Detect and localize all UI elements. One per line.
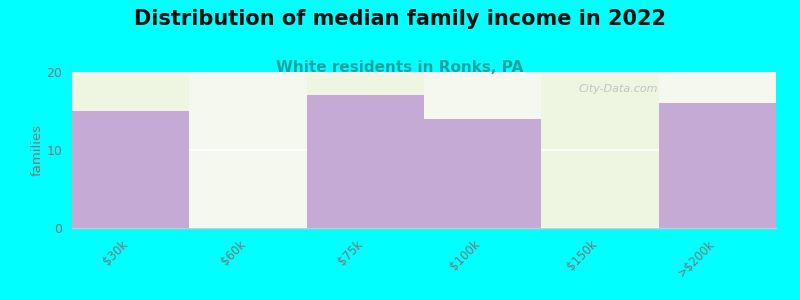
Bar bbox=[424, 72, 542, 228]
Bar bbox=[190, 72, 306, 228]
Bar bbox=[542, 72, 658, 228]
Text: City-Data.com: City-Data.com bbox=[579, 85, 658, 94]
Bar bbox=[306, 95, 424, 228]
Y-axis label: families: families bbox=[30, 124, 44, 176]
Bar bbox=[72, 72, 190, 228]
Text: White residents in Ronks, PA: White residents in Ronks, PA bbox=[276, 60, 524, 75]
Bar bbox=[424, 119, 542, 228]
Bar bbox=[658, 103, 776, 228]
Text: Distribution of median family income in 2022: Distribution of median family income in … bbox=[134, 9, 666, 29]
Bar bbox=[658, 72, 776, 228]
Bar bbox=[72, 111, 190, 228]
Bar bbox=[306, 72, 424, 228]
